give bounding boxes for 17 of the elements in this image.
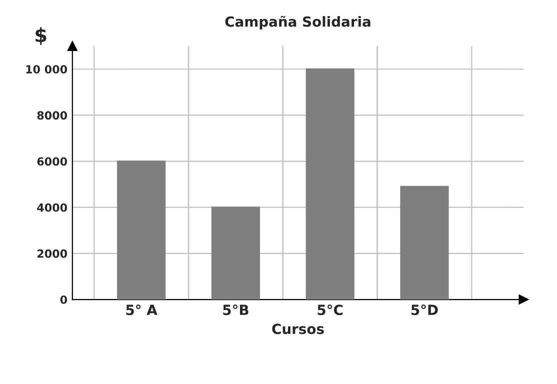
y-tick-label: 0 xyxy=(60,295,68,304)
y-tick-label: 8000 xyxy=(37,111,68,120)
y-axis-title: $ xyxy=(36,27,46,45)
x-axis-title: Cursos xyxy=(272,324,324,334)
bar xyxy=(117,160,166,300)
bar xyxy=(400,186,449,300)
y-tick-label: 4000 xyxy=(37,203,68,212)
y-tick-label: 6000 xyxy=(37,157,68,166)
bar xyxy=(306,68,354,300)
x-tick-label: 5°B xyxy=(223,304,248,316)
y-tick-label: 2000 xyxy=(38,249,68,258)
y-tick-label: 10 000 xyxy=(26,65,68,74)
bar xyxy=(211,206,260,300)
x-tick-label: 5°D xyxy=(411,304,438,316)
chart-title: Campaña Solidaria xyxy=(225,16,370,30)
x-tick-label: 5°C xyxy=(318,304,343,316)
x-tick-label: 5° A xyxy=(126,304,158,316)
